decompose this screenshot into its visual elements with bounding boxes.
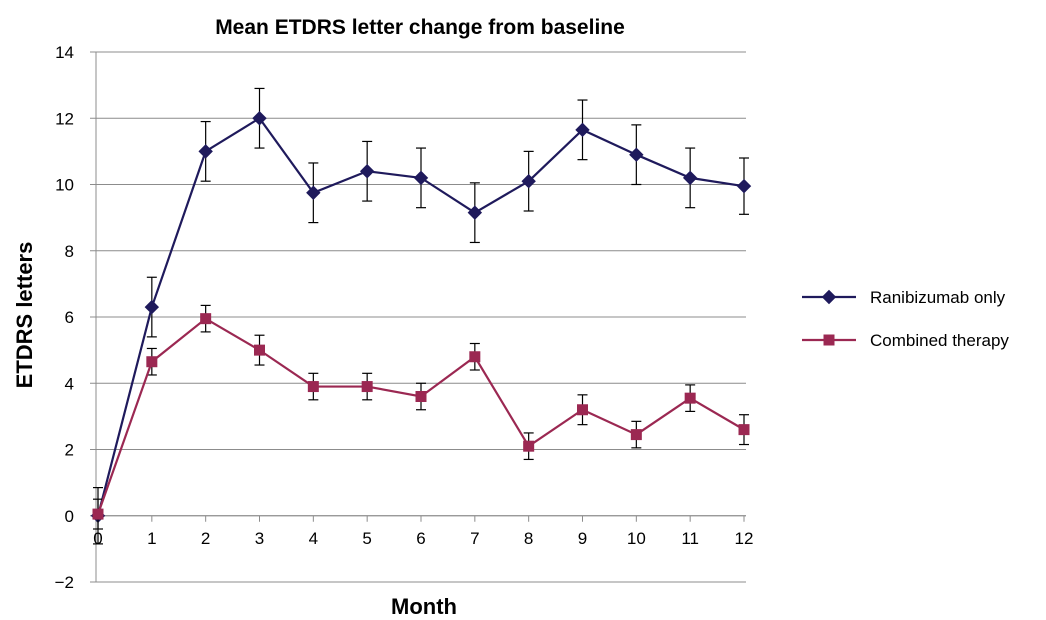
series-layer [90,87,752,545]
data-point [577,404,588,416]
y-tick-label: 12 [55,109,74,128]
y-tick-label: 14 [55,43,74,62]
series-2 [92,304,750,530]
legend: Ranibizumab only Combined therapy [802,288,1009,350]
data-point [467,205,483,220]
legend-item: Ranibizumab only [802,288,1006,307]
y-tick-label: −2 [55,573,74,592]
y-tick-labels: −2 0 2 4 6 8 10 12 14 [55,43,74,592]
data-point [413,170,429,186]
data-point [415,391,427,402]
x-tick-label: 4 [309,529,318,548]
data-point [306,185,321,200]
x-tick-label: 1 [147,529,156,548]
y-tick-label: 0 [65,507,74,526]
data-point [92,508,104,520]
data-point [146,356,158,368]
data-point [469,351,481,363]
series-line [96,317,745,515]
y-tick-label: 10 [55,176,74,195]
series-1 [90,87,752,545]
x-tick-label: 5 [362,529,371,548]
y-axis-title: ETDRS letters [12,242,37,389]
x-tick-labels: 0 1 2 3 4 5 6 7 8 9 10 11 12 [93,529,753,548]
chart-title: Mean ETDRS letter change from baseline [215,16,625,39]
legend-marker [821,289,837,305]
x-tick-label: 7 [470,529,479,548]
x-tick-label: 10 [627,529,646,548]
data-point [361,381,373,393]
data-point [359,164,375,179]
data-point [200,313,212,325]
data-point [198,144,213,159]
x-tick-label: 3 [255,529,264,548]
x-tick-label: 2 [201,529,210,548]
data-point [630,429,642,441]
gridlines [96,51,746,583]
data-point [252,111,267,126]
x-tick-label: 9 [578,529,587,548]
x-tick-label: 11 [681,529,699,548]
y-tick-label: 2 [65,441,74,460]
x-axis-title: Month [391,594,457,619]
x-tick-label: 12 [735,529,754,548]
legend-item: Combined therapy [802,331,1009,350]
data-point [682,170,698,186]
data-point [144,299,160,315]
data-point [523,440,535,452]
data-point [575,122,590,138]
data-point [736,178,752,194]
legend-label: Combined therapy [870,331,1009,350]
legend-label: Ranibizumab only [870,288,1006,307]
y-tick-label: 8 [65,242,74,261]
data-point [521,173,536,189]
x-tick-label: 6 [416,529,425,548]
legend-marker [823,334,835,346]
data-point [684,392,696,404]
data-point [738,424,750,436]
data-point [307,381,319,393]
y-tick-label: 4 [65,374,74,393]
x-tick-label: 8 [524,529,533,548]
y-tick-label: 6 [65,308,74,327]
data-point [254,344,265,356]
data-point [629,147,644,162]
